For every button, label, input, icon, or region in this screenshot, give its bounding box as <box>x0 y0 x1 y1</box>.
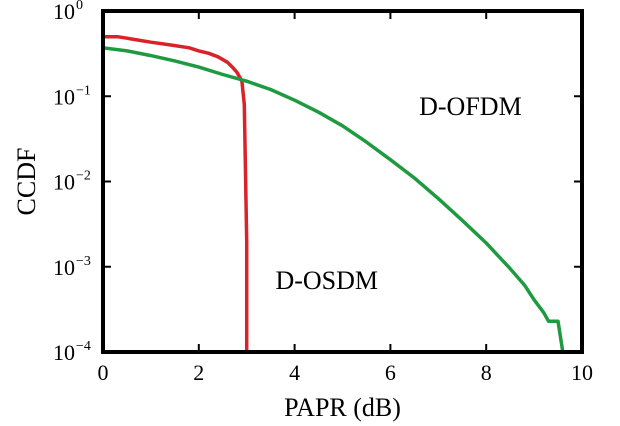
series-line-0 <box>103 34 249 352</box>
series-line-1 <box>102 46 565 353</box>
x-axis-title: PAPR (dB) <box>284 393 401 422</box>
y-tick-base: 10 <box>53 170 75 195</box>
x-tick-label: 2 <box>193 360 204 385</box>
y-axis-title: CCDF <box>12 148 41 216</box>
plot-area <box>101 9 584 354</box>
x-tick-label: 0 <box>98 360 109 385</box>
annotation-d-osdm: D-OSDM <box>275 266 378 295</box>
y-tick-exponent: −1 <box>76 83 91 98</box>
ticks-layer <box>102 10 583 353</box>
y-tick-label: 10 −2 <box>53 169 91 195</box>
y-tick-base: 10 <box>53 84 75 109</box>
y-tick-label: 10 0 <box>53 0 83 24</box>
y-tick-base: 10 <box>53 255 75 280</box>
x-tick-label: 10 <box>571 360 593 385</box>
y-tick-exponent: −2 <box>76 169 91 184</box>
y-tick-exponent: −3 <box>76 254 91 269</box>
y-tick-base: 10 <box>53 340 75 365</box>
x-tick-labels: 0 2 4 6 8 10 <box>98 360 594 385</box>
x-tick-label: 6 <box>385 360 396 385</box>
y-tick-label: 10 −4 <box>53 339 91 365</box>
annotation-d-ofdm: D-OFDM <box>419 92 522 121</box>
y-tick-label: 10 −1 <box>53 83 91 109</box>
y-tick-exponent: 0 <box>76 0 83 13</box>
x-tick-label: 4 <box>289 360 300 385</box>
x-tick-label: 8 <box>481 360 492 385</box>
y-tick-base: 10 <box>53 0 75 24</box>
y-tick-exponent: −4 <box>76 339 91 354</box>
series-layer <box>102 34 565 353</box>
y-tick-label: 10 −3 <box>53 254 91 280</box>
